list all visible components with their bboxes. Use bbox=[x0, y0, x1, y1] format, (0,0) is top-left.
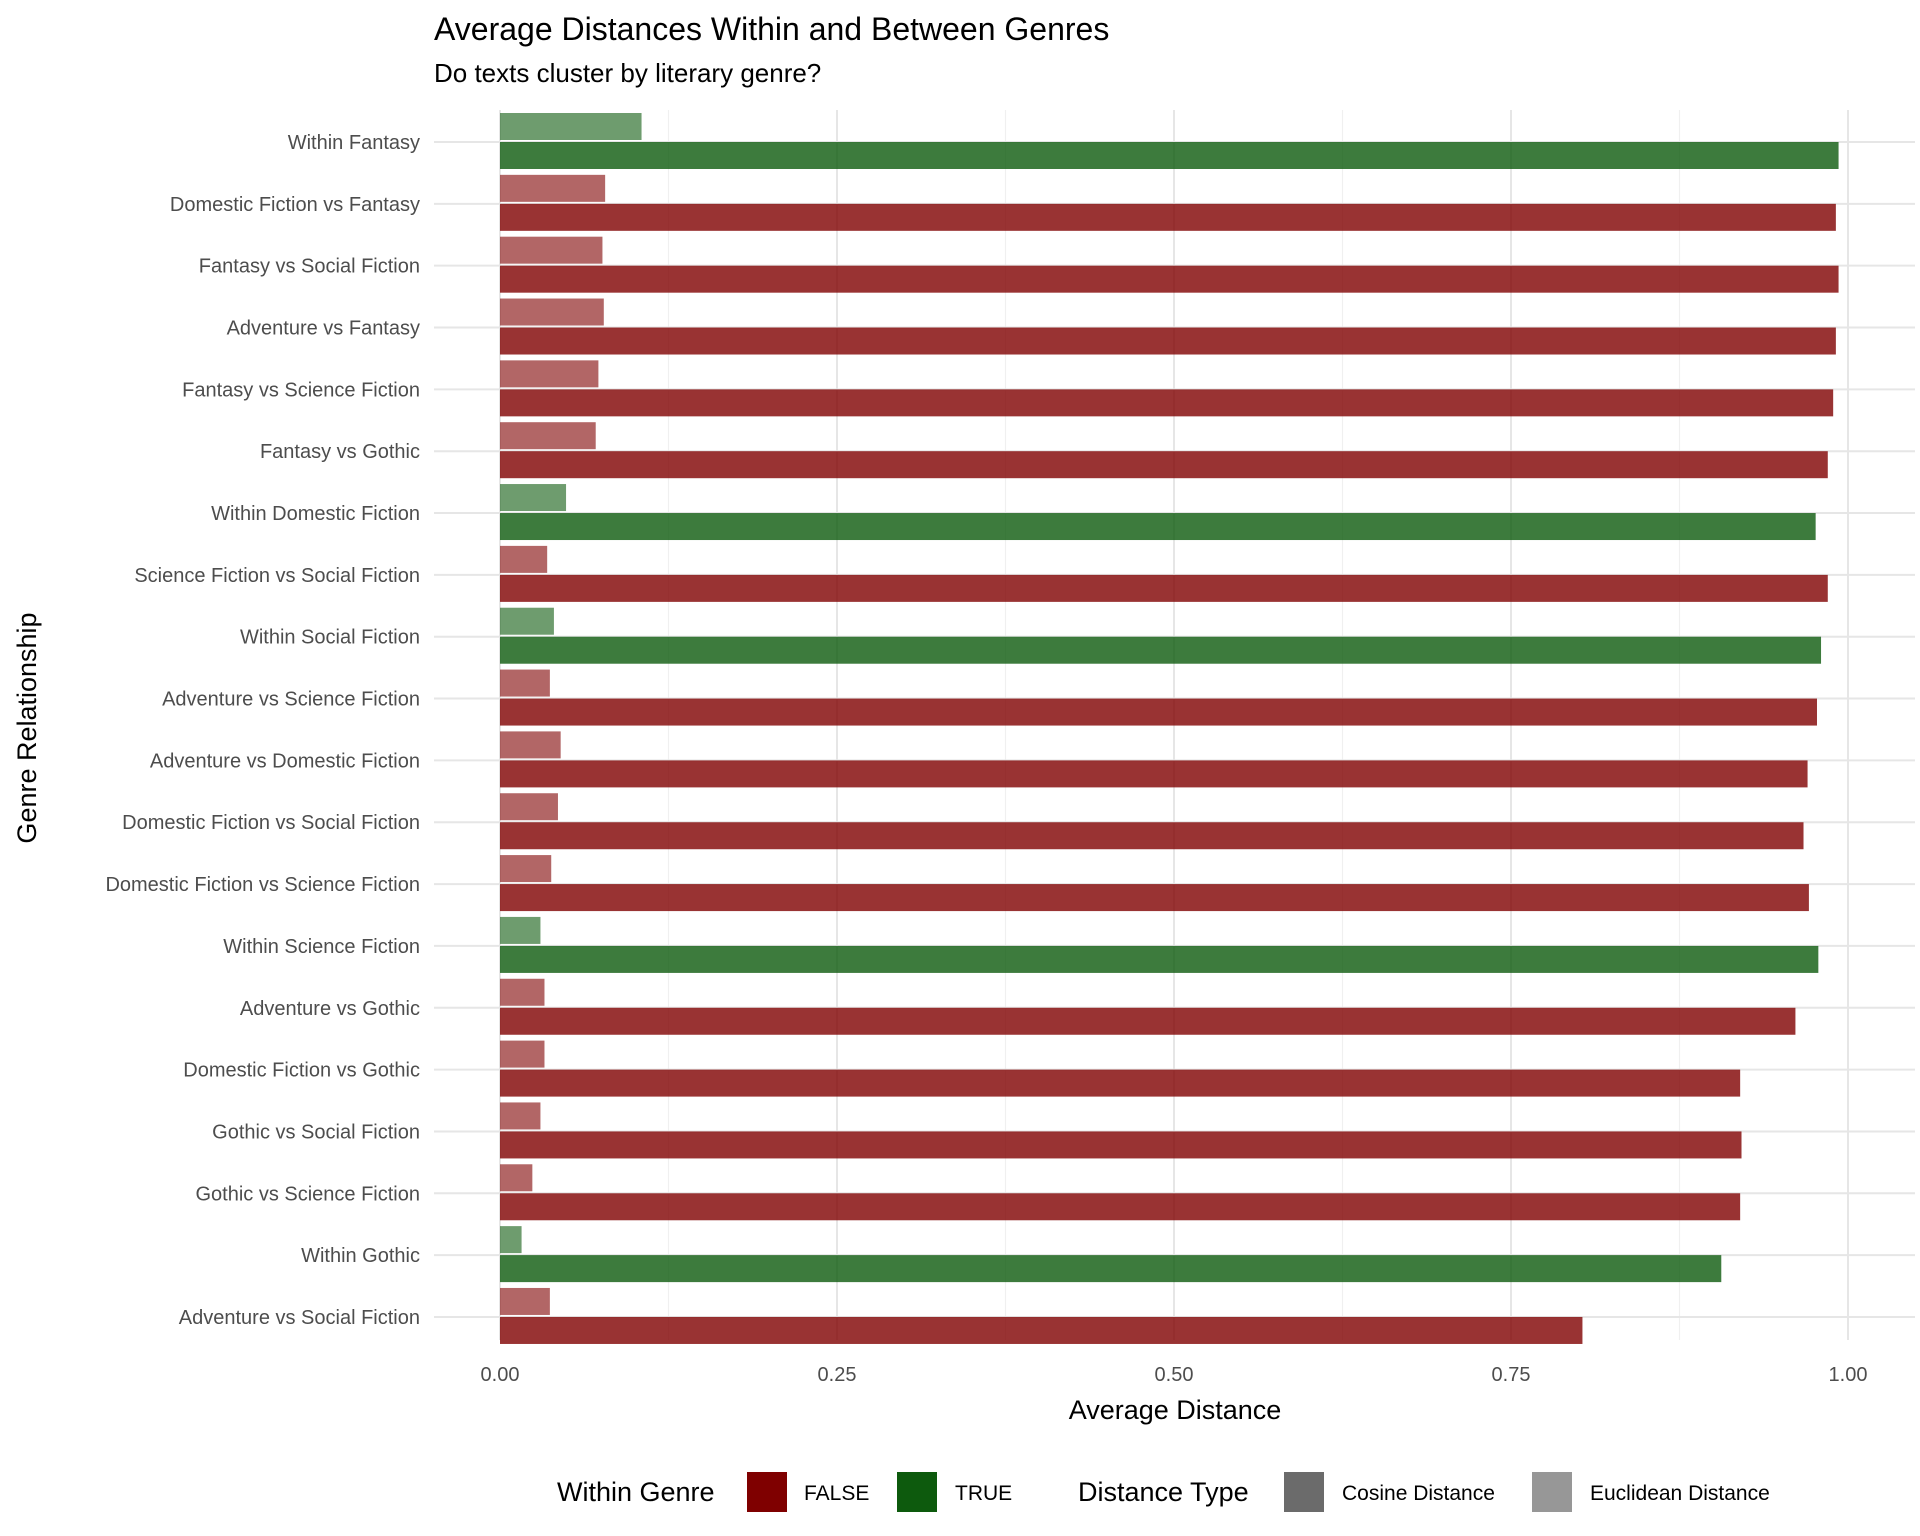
bars-group bbox=[500, 113, 1839, 1344]
x-tick-label: 1.00 bbox=[1829, 1364, 1868, 1386]
x-tick-label: 0.00 bbox=[481, 1364, 520, 1386]
bar-euclidean bbox=[500, 545, 548, 573]
bar-euclidean bbox=[500, 484, 567, 512]
bar-euclidean bbox=[500, 916, 541, 944]
bar-cosine bbox=[500, 822, 1804, 850]
bar-euclidean bbox=[500, 422, 596, 450]
legend-label-cosine: Cosine Distance bbox=[1342, 1482, 1495, 1505]
y-tick-label: Fantasy vs Gothic bbox=[260, 441, 420, 463]
bar-euclidean bbox=[500, 298, 604, 326]
y-tick-label: Domestic Fiction vs Fantasy bbox=[170, 194, 420, 216]
y-tick-label: Domestic Fiction vs Social Fiction bbox=[122, 812, 420, 834]
y-tick-label: Adventure vs Science Fiction bbox=[162, 689, 420, 711]
bar-euclidean bbox=[500, 1164, 533, 1192]
bar-cosine bbox=[500, 389, 1834, 417]
legend-fill-title: Within Genre bbox=[557, 1477, 715, 1507]
bar-cosine bbox=[500, 636, 1822, 664]
bar-cosine bbox=[500, 1316, 1583, 1344]
y-tick-label: Adventure vs Social Fiction bbox=[179, 1307, 420, 1329]
y-tick-label: Gothic vs Science Fiction bbox=[195, 1183, 420, 1205]
legend-label-euclidean: Euclidean Distance bbox=[1590, 1482, 1770, 1505]
bar-euclidean bbox=[500, 1040, 545, 1068]
y-tick-label: Adventure vs Fantasy bbox=[227, 318, 420, 340]
y-tick-label: Domestic Fiction vs Science Fiction bbox=[105, 874, 420, 896]
chart-subtitle: Do texts cluster by literary genre? bbox=[434, 58, 821, 88]
y-tick-label: Fantasy vs Science Fiction bbox=[182, 379, 420, 401]
bar-euclidean bbox=[500, 793, 558, 821]
y-tick-label: Within Domestic Fiction bbox=[211, 503, 420, 525]
legend: Within Genre FALSE TRUE Distance Type Co… bbox=[557, 1472, 1770, 1512]
bar-euclidean bbox=[500, 1287, 550, 1315]
legend-label-true: TRUE bbox=[955, 1482, 1012, 1505]
bar-euclidean bbox=[500, 731, 561, 759]
bar-euclidean bbox=[500, 855, 552, 883]
x-axis-title: Average Distance bbox=[1069, 1395, 1282, 1425]
legend-alpha-title: Distance Type bbox=[1078, 1477, 1249, 1507]
x-tick-label: 0.25 bbox=[818, 1364, 857, 1386]
y-tick-label: Science Fiction vs Social Fiction bbox=[134, 565, 420, 587]
bar-cosine bbox=[500, 1255, 1722, 1283]
legend-swatch-cosine bbox=[1284, 1472, 1324, 1512]
bar-euclidean bbox=[500, 236, 603, 264]
x-tick-label: 0.50 bbox=[1155, 1364, 1194, 1386]
legend-label-false: FALSE bbox=[804, 1482, 869, 1505]
bar-euclidean bbox=[500, 113, 642, 140]
bar-cosine bbox=[500, 265, 1839, 293]
bar-euclidean bbox=[500, 978, 545, 1006]
legend-swatch-euclidean bbox=[1532, 1472, 1572, 1512]
bar-cosine bbox=[500, 884, 1809, 912]
bar-euclidean bbox=[500, 669, 550, 697]
chart-title: Average Distances Within and Between Gen… bbox=[434, 11, 1109, 47]
bar-cosine bbox=[500, 945, 1819, 973]
bar-euclidean bbox=[500, 1226, 522, 1254]
y-tick-label: Within Gothic bbox=[301, 1245, 420, 1267]
bar-cosine bbox=[500, 574, 1828, 602]
bar-cosine bbox=[500, 513, 1816, 541]
bar-cosine bbox=[500, 451, 1828, 479]
y-tick-label: Within Science Fiction bbox=[223, 936, 420, 958]
x-tick-labels: 0.00 0.25 0.50 0.75 1.00 bbox=[481, 1364, 1868, 1386]
bar-cosine bbox=[500, 142, 1839, 169]
y-axis-title: Genre Relationship bbox=[12, 612, 42, 843]
y-tick-label: Within Social Fiction bbox=[240, 627, 420, 649]
bar-euclidean bbox=[500, 174, 606, 202]
bar-cosine bbox=[500, 1131, 1742, 1159]
bar-cosine bbox=[500, 760, 1808, 788]
bar-cosine bbox=[500, 1069, 1741, 1097]
bar-cosine bbox=[500, 327, 1836, 355]
bar-euclidean bbox=[500, 607, 554, 635]
y-tick-label: Fantasy vs Social Fiction bbox=[199, 256, 420, 278]
bar-cosine bbox=[500, 203, 1836, 231]
legend-swatch-true bbox=[897, 1472, 937, 1512]
bar-cosine bbox=[500, 698, 1817, 726]
y-tick-label: Within Fantasy bbox=[288, 132, 420, 154]
bar-euclidean bbox=[500, 360, 599, 388]
legend-swatch-false bbox=[747, 1472, 787, 1512]
y-tick-labels: Within Fantasy Domestic Fiction vs Fantas… bbox=[105, 132, 420, 1329]
y-tick-label: Adventure vs Domestic Fiction bbox=[150, 750, 420, 772]
y-tick-label: Gothic vs Social Fiction bbox=[212, 1121, 420, 1143]
bar-cosine bbox=[500, 1193, 1741, 1221]
y-tick-label: Adventure vs Gothic bbox=[240, 998, 420, 1020]
bar-euclidean bbox=[500, 1102, 541, 1130]
y-tick-label: Domestic Fiction vs Gothic bbox=[183, 1060, 420, 1082]
bar-cosine bbox=[500, 1007, 1796, 1035]
x-tick-label: 0.75 bbox=[1492, 1364, 1531, 1386]
